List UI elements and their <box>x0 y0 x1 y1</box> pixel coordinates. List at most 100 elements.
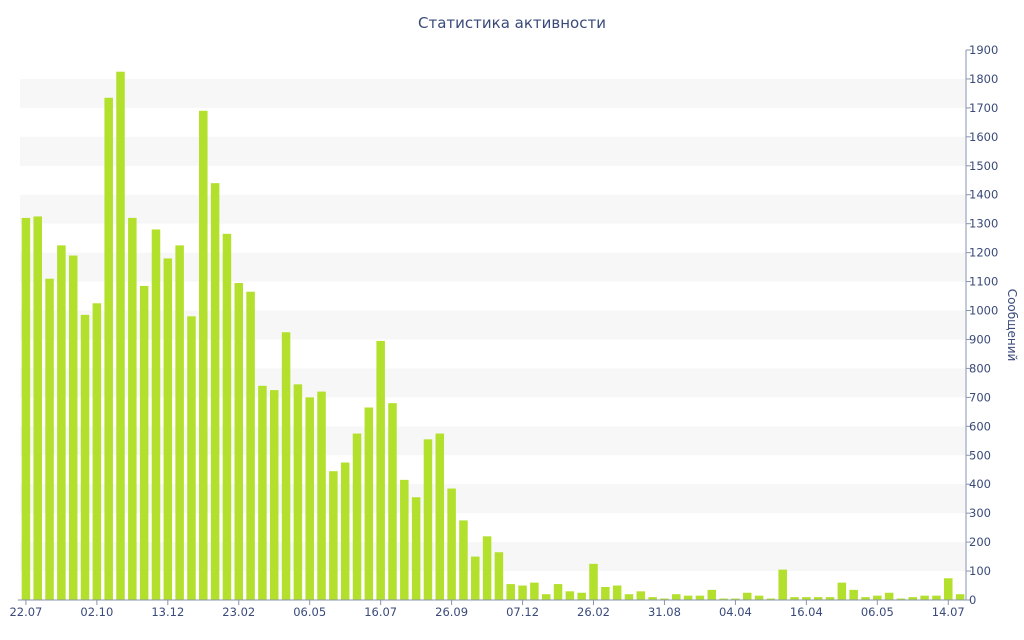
bar <box>482 536 492 600</box>
y-tick-label: 1200 <box>969 246 998 260</box>
grid-band <box>20 252 966 282</box>
bar <box>494 552 504 600</box>
bar <box>790 597 799 600</box>
x-tick-label: 16.07 <box>364 605 397 619</box>
bar <box>222 233 232 600</box>
bar <box>896 598 906 600</box>
x-tick-label: 26.02 <box>577 605 610 619</box>
bar <box>695 595 705 600</box>
y-tick-label: 500 <box>969 448 991 462</box>
bar <box>400 479 409 600</box>
y-axis-title: Сообщений <box>1005 289 1019 362</box>
y-tick-label: 1100 <box>969 275 998 289</box>
bar <box>471 556 480 600</box>
x-tick-label: 23.02 <box>222 605 255 619</box>
bar <box>21 217 31 600</box>
bar <box>813 597 823 600</box>
bar <box>636 591 646 600</box>
bar <box>601 586 610 600</box>
bar <box>553 584 563 600</box>
bar <box>459 520 468 600</box>
bar <box>128 217 137 600</box>
y-tick-label: 600 <box>969 419 991 433</box>
bar <box>719 598 728 600</box>
y-tick-label: 1800 <box>969 72 998 86</box>
y-tick-label: 0 <box>969 593 976 607</box>
grid-band <box>20 484 966 514</box>
bar <box>435 433 445 600</box>
bar <box>955 594 965 600</box>
x-tick-label: 22.07 <box>9 605 42 619</box>
bar <box>329 471 338 600</box>
bar <box>518 585 527 600</box>
bar <box>873 595 882 600</box>
bar <box>778 569 787 600</box>
bar <box>683 595 693 600</box>
y-tick-label: 300 <box>969 506 991 520</box>
bar <box>672 594 681 600</box>
bar <box>388 403 397 600</box>
bar <box>352 433 362 600</box>
bar <box>411 497 421 600</box>
bar <box>210 183 220 600</box>
chart-title: Статистика активности <box>418 14 606 32</box>
bar <box>80 314 90 600</box>
bar <box>33 216 42 600</box>
bar <box>802 597 811 600</box>
bar <box>447 488 456 600</box>
bar <box>506 584 515 600</box>
bar <box>423 439 433 600</box>
bar <box>754 595 764 600</box>
bar <box>340 462 350 600</box>
bar <box>68 255 78 600</box>
bar <box>861 597 870 600</box>
bar <box>258 385 267 600</box>
bar <box>187 316 196 600</box>
bar <box>742 592 752 600</box>
bar <box>281 332 291 600</box>
grid-band <box>20 310 966 340</box>
y-tick-label: 800 <box>969 361 991 375</box>
bar <box>364 407 374 600</box>
bar <box>731 598 740 600</box>
bar <box>234 283 244 600</box>
bar <box>612 585 622 600</box>
y-tick-label: 700 <box>969 390 991 404</box>
y-tick-label: 200 <box>969 535 991 549</box>
bar <box>837 582 847 600</box>
bar <box>317 391 326 600</box>
bar <box>589 563 598 600</box>
y-tick-label: 1600 <box>969 130 998 144</box>
x-tick-label: 26.09 <box>435 605 468 619</box>
y-tick-label: 1500 <box>969 159 998 173</box>
bar <box>530 582 539 600</box>
bar <box>849 589 858 600</box>
bar <box>293 384 303 600</box>
bar <box>920 595 929 600</box>
grid-band <box>20 368 966 398</box>
bar <box>908 597 918 600</box>
grid-band <box>20 78 966 108</box>
y-tick-label: 1400 <box>969 188 998 202</box>
bar <box>104 97 113 600</box>
y-tick-label: 400 <box>969 477 991 491</box>
y-tick-label: 1700 <box>969 101 998 115</box>
bar <box>707 589 717 600</box>
grid-band <box>20 194 966 224</box>
y-tick-label: 1300 <box>969 217 998 231</box>
grid-band <box>20 136 966 166</box>
x-tick-label: 13.12 <box>151 605 184 619</box>
bar <box>660 598 669 600</box>
y-tick-label: 100 <box>969 564 991 578</box>
bar <box>92 303 102 600</box>
grid-band <box>20 426 966 456</box>
bar <box>541 594 551 600</box>
bar <box>163 258 173 600</box>
x-tick-label: 31.08 <box>648 605 681 619</box>
bar <box>376 340 385 600</box>
bar <box>648 597 657 600</box>
x-tick-label: 07.12 <box>506 605 539 619</box>
x-tick-label: 06.05 <box>861 605 894 619</box>
x-tick-label: 04.04 <box>719 605 752 619</box>
